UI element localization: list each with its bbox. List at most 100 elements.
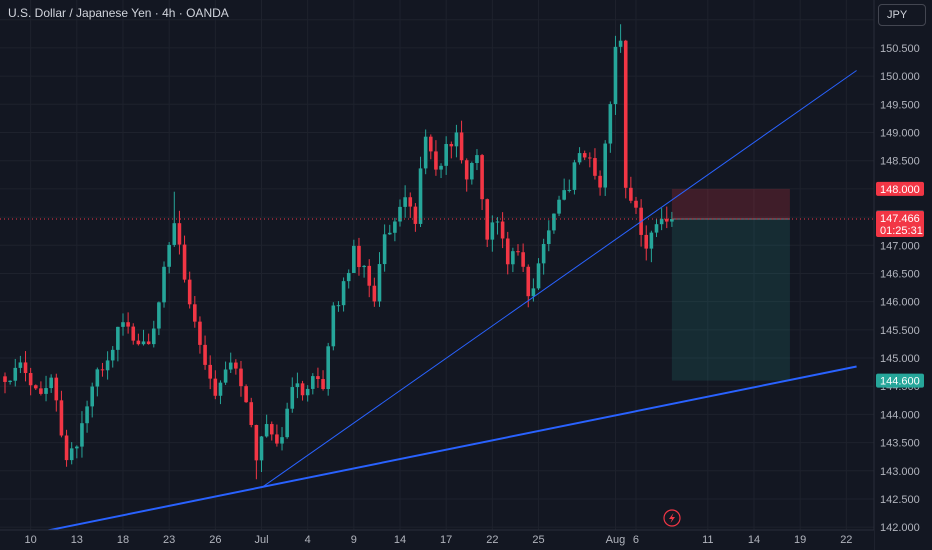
- candle-body: [428, 136, 433, 152]
- candle-body: [439, 165, 443, 170]
- candle-body: [162, 266, 166, 303]
- candle-body: [213, 378, 218, 396]
- candle-body: [413, 206, 418, 224]
- candle-body: [116, 326, 120, 350]
- candle-body: [521, 252, 525, 267]
- candle-body: [33, 385, 38, 389]
- candle-body: [300, 383, 305, 396]
- y-tick-label: 146.500: [880, 268, 920, 280]
- candle-body: [193, 304, 197, 322]
- candle-body: [13, 367, 18, 381]
- x-tick-label: 11: [702, 534, 713, 546]
- x-tick-label: Aug: [606, 534, 626, 546]
- y-tick-label: 147.000: [880, 240, 920, 252]
- candle-body: [167, 244, 171, 267]
- candle-body: [285, 408, 289, 438]
- x-tick-label: 22: [486, 534, 498, 546]
- candle-body: [3, 376, 7, 382]
- candle-body: [367, 265, 372, 286]
- candle-body: [382, 234, 387, 265]
- y-tick-label: 146.000: [880, 297, 920, 309]
- candle-body: [357, 245, 361, 268]
- lower-trendline[interactable]: [30, 365, 857, 535]
- x-tick-label: 17: [440, 534, 452, 546]
- candle-body: [341, 281, 346, 306]
- candle-body: [336, 305, 341, 307]
- candle-body: [505, 238, 510, 265]
- currency-button[interactable]: JPY: [878, 4, 926, 26]
- candle-body: [198, 321, 202, 345]
- candle-body: [613, 46, 618, 105]
- x-tick-label: 18: [117, 534, 129, 546]
- candle-body: [95, 369, 100, 387]
- candle-body: [541, 244, 546, 264]
- price-tag-label: 147.466: [880, 213, 920, 225]
- candle-body: [490, 222, 495, 240]
- price-tag-144-600: [876, 373, 924, 388]
- candle-body: [105, 360, 110, 371]
- candle-body: [177, 223, 182, 245]
- candle-body: [326, 346, 330, 390]
- candle-body: [387, 232, 392, 235]
- candle-body: [100, 369, 105, 371]
- x-tick-label: 19: [794, 534, 806, 546]
- candle-body: [454, 132, 459, 147]
- candle-body: [18, 362, 23, 368]
- candle-body: [598, 175, 602, 188]
- candle-body: [593, 158, 597, 176]
- candle-body: [8, 380, 12, 382]
- candle-body: [141, 341, 146, 345]
- candle-body: [511, 251, 515, 265]
- candle-body: [480, 155, 484, 200]
- time-axis[interactable]: [0, 530, 874, 550]
- candle-body: [526, 266, 531, 297]
- candle-body: [331, 305, 336, 347]
- candle-body: [670, 218, 674, 222]
- candle-body: [182, 244, 187, 280]
- x-tick-label: 14: [394, 534, 406, 546]
- candle-body: [588, 157, 592, 159]
- flash-icon[interactable]: [663, 509, 681, 527]
- x-tick-label: 23: [163, 534, 175, 546]
- candle-body: [608, 104, 613, 144]
- y-tick-label: 142.500: [880, 494, 920, 506]
- candle-body: [280, 437, 284, 444]
- candle-body: [39, 388, 43, 394]
- candle-body: [475, 155, 479, 163]
- candle-body: [362, 265, 366, 268]
- candle-body: [218, 382, 223, 396]
- candle-body: [623, 40, 628, 188]
- price-tag-147-466: [876, 210, 924, 237]
- y-tick-label: 142.000: [880, 522, 920, 534]
- y-tick-label: 148.500: [880, 156, 920, 168]
- candle-body: [75, 446, 79, 449]
- y-tick-label: 145.000: [880, 353, 920, 365]
- stop-loss-zone[interactable]: [671, 188, 790, 219]
- candle-body: [629, 187, 633, 201]
- countdown-label: 01:25:31: [880, 225, 923, 237]
- candle-body: [516, 251, 520, 253]
- candle-body: [121, 322, 125, 327]
- candle-body: [64, 435, 69, 461]
- candle-body: [54, 377, 59, 401]
- candle-body: [449, 144, 454, 147]
- candle-body: [208, 364, 212, 379]
- candle-body: [393, 221, 397, 233]
- upper-trendline[interactable]: [261, 70, 857, 489]
- candle-body: [110, 349, 115, 361]
- take-profit-zone[interactable]: [671, 218, 790, 381]
- candle-body: [275, 434, 279, 444]
- candle-body: [582, 153, 587, 158]
- candle-body: [234, 362, 238, 369]
- price-axis[interactable]: [874, 0, 932, 550]
- candle-body: [295, 383, 300, 388]
- candle-body: [131, 326, 136, 341]
- candle-body: [644, 234, 649, 249]
- x-tick-label: 6: [633, 534, 639, 546]
- candle-body: [408, 197, 413, 207]
- y-tick-label: 145.500: [880, 325, 920, 337]
- candle-body: [434, 151, 438, 170]
- y-tick-label: 150.000: [880, 71, 920, 83]
